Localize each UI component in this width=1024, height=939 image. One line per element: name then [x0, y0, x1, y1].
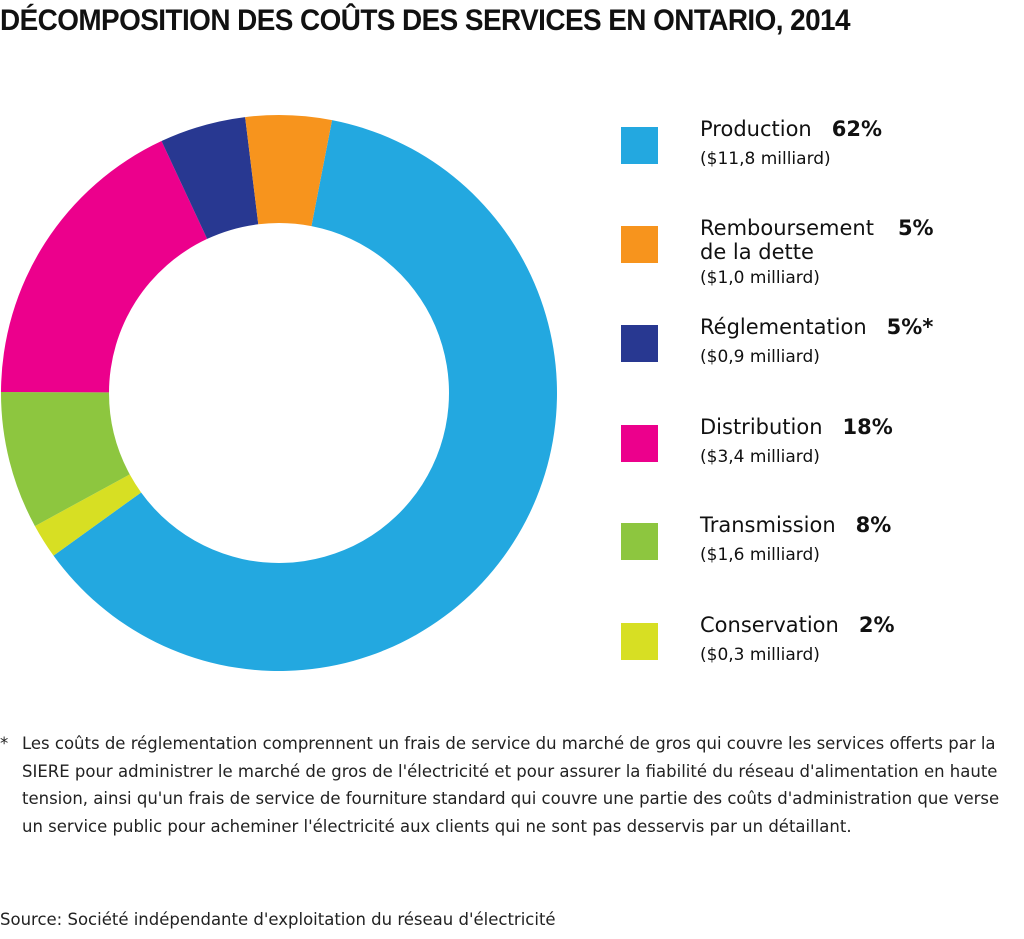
- legend-swatch: [621, 127, 658, 164]
- chart-title: DÉCOMPOSITION DES COÛTS DES SERVICES EN …: [0, 4, 851, 37]
- legend-amount: ($0,9 milliard): [700, 347, 820, 367]
- legend-name: Conservation: [700, 613, 839, 637]
- legend-percent: 5%: [897, 216, 934, 240]
- legend-amount: ($1,6 milliard): [700, 545, 820, 565]
- legend-swatch: [621, 523, 658, 560]
- legend-name: Remboursement de la dette: [700, 216, 874, 264]
- legend-label: Distribution 18%: [700, 415, 893, 439]
- legend-percent: 8%: [855, 513, 892, 537]
- legend-swatch: [621, 325, 658, 362]
- legend-label: Remboursement de la dette 5%: [700, 216, 934, 264]
- legend-name: Distribution: [700, 415, 823, 439]
- legend-percent: 5%*: [886, 315, 934, 339]
- legend-name: Transmission: [700, 513, 836, 537]
- donut-slice-conservation: [34, 474, 142, 556]
- legend-amount: ($0,3 milliard): [700, 645, 820, 665]
- legend-percent: 2%: [858, 613, 895, 637]
- legend-swatch: [621, 425, 658, 462]
- footnote-marker: *: [0, 734, 9, 753]
- legend-amount: ($3,4 milliard): [700, 447, 820, 467]
- donut-slice-remboursement-de-la-dette: [245, 115, 333, 227]
- legend-item: Conservation 2% ($0,3 milliard): [621, 613, 1021, 703]
- legend-label: Transmission 8%: [700, 513, 891, 537]
- footnote-text: Les coûts de réglementation comprennent …: [22, 734, 1000, 836]
- legend-percent: 18%: [842, 415, 893, 439]
- legend-label: Réglementation 5%*: [700, 315, 933, 339]
- legend-item: Distribution 18% ($3,4 milliard): [621, 415, 1021, 505]
- legend-amount: ($1,0 milliard): [700, 268, 820, 288]
- legend-name: Production: [700, 117, 812, 141]
- donut-slice-transmission: [1, 392, 130, 527]
- donut-slice-reglementation: [161, 117, 259, 239]
- legend-label: Production 62%: [700, 117, 882, 141]
- donut-slice-distribution: [1, 141, 208, 393]
- legend-item: Remboursement de la dette 5% ($1,0 milliard…: [621, 216, 1021, 306]
- legend-item: Réglementation 5%* ($0,9 milliard): [621, 315, 1021, 405]
- footnote: * Les coûts de réglementation comprennen…: [0, 730, 1020, 840]
- legend-label: Conservation 2%: [700, 613, 895, 637]
- legend-amount: ($11,8 milliard): [700, 149, 831, 169]
- legend-swatch: [621, 623, 658, 660]
- donut-slice-production: [53, 120, 558, 671]
- source-note: Source: Société indépendante d'exploitat…: [0, 910, 556, 929]
- legend-name: Réglementation: [700, 315, 867, 339]
- legend-item: Production 62% ($11,8 milliard): [621, 117, 1021, 207]
- legend-item: Transmission 8% ($1,6 milliard): [621, 513, 1021, 603]
- donut-chart: [1, 115, 558, 671]
- legend-swatch: [621, 226, 658, 263]
- legend-percent: 62%: [831, 117, 882, 141]
